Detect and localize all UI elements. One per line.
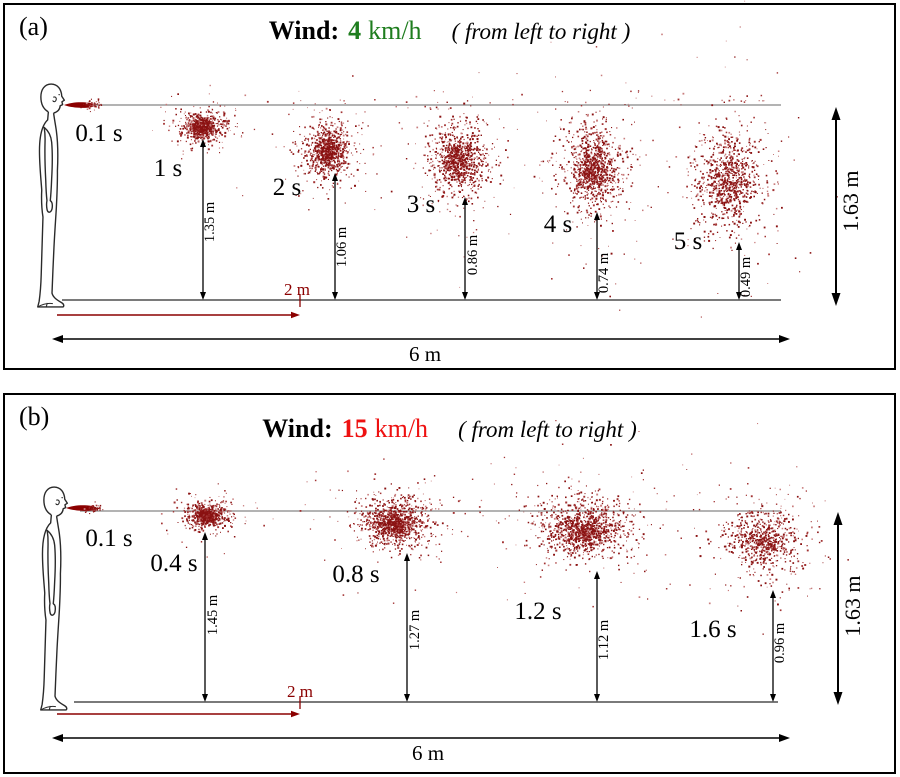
wind-word: Wind [262, 414, 324, 443]
panel-b: (b) Wind: 15 km/h( from left to right ) [3, 393, 896, 774]
colon: : [330, 16, 340, 45]
panel-a-title: Wind: 4 km/h ( from left to right ) [5, 16, 894, 46]
wind-speed-unit: km/h [374, 414, 429, 443]
panel-b-title: Wind: 15 km/h ( from left to right ) [5, 414, 894, 444]
wind-speed-value: 15 [341, 414, 368, 443]
colon: : [323, 414, 333, 443]
wind-speed-value: 4 [348, 16, 362, 45]
wind-direction-note: ( from left to right ) [458, 417, 637, 442]
wind-direction-note: ( from left to right ) [451, 19, 631, 44]
panel-a: (a) Wind: 4 km/h( from left to right ) [3, 3, 896, 370]
wind-speed-unit: km/h [368, 16, 422, 45]
wind-word: Wind [268, 16, 331, 45]
